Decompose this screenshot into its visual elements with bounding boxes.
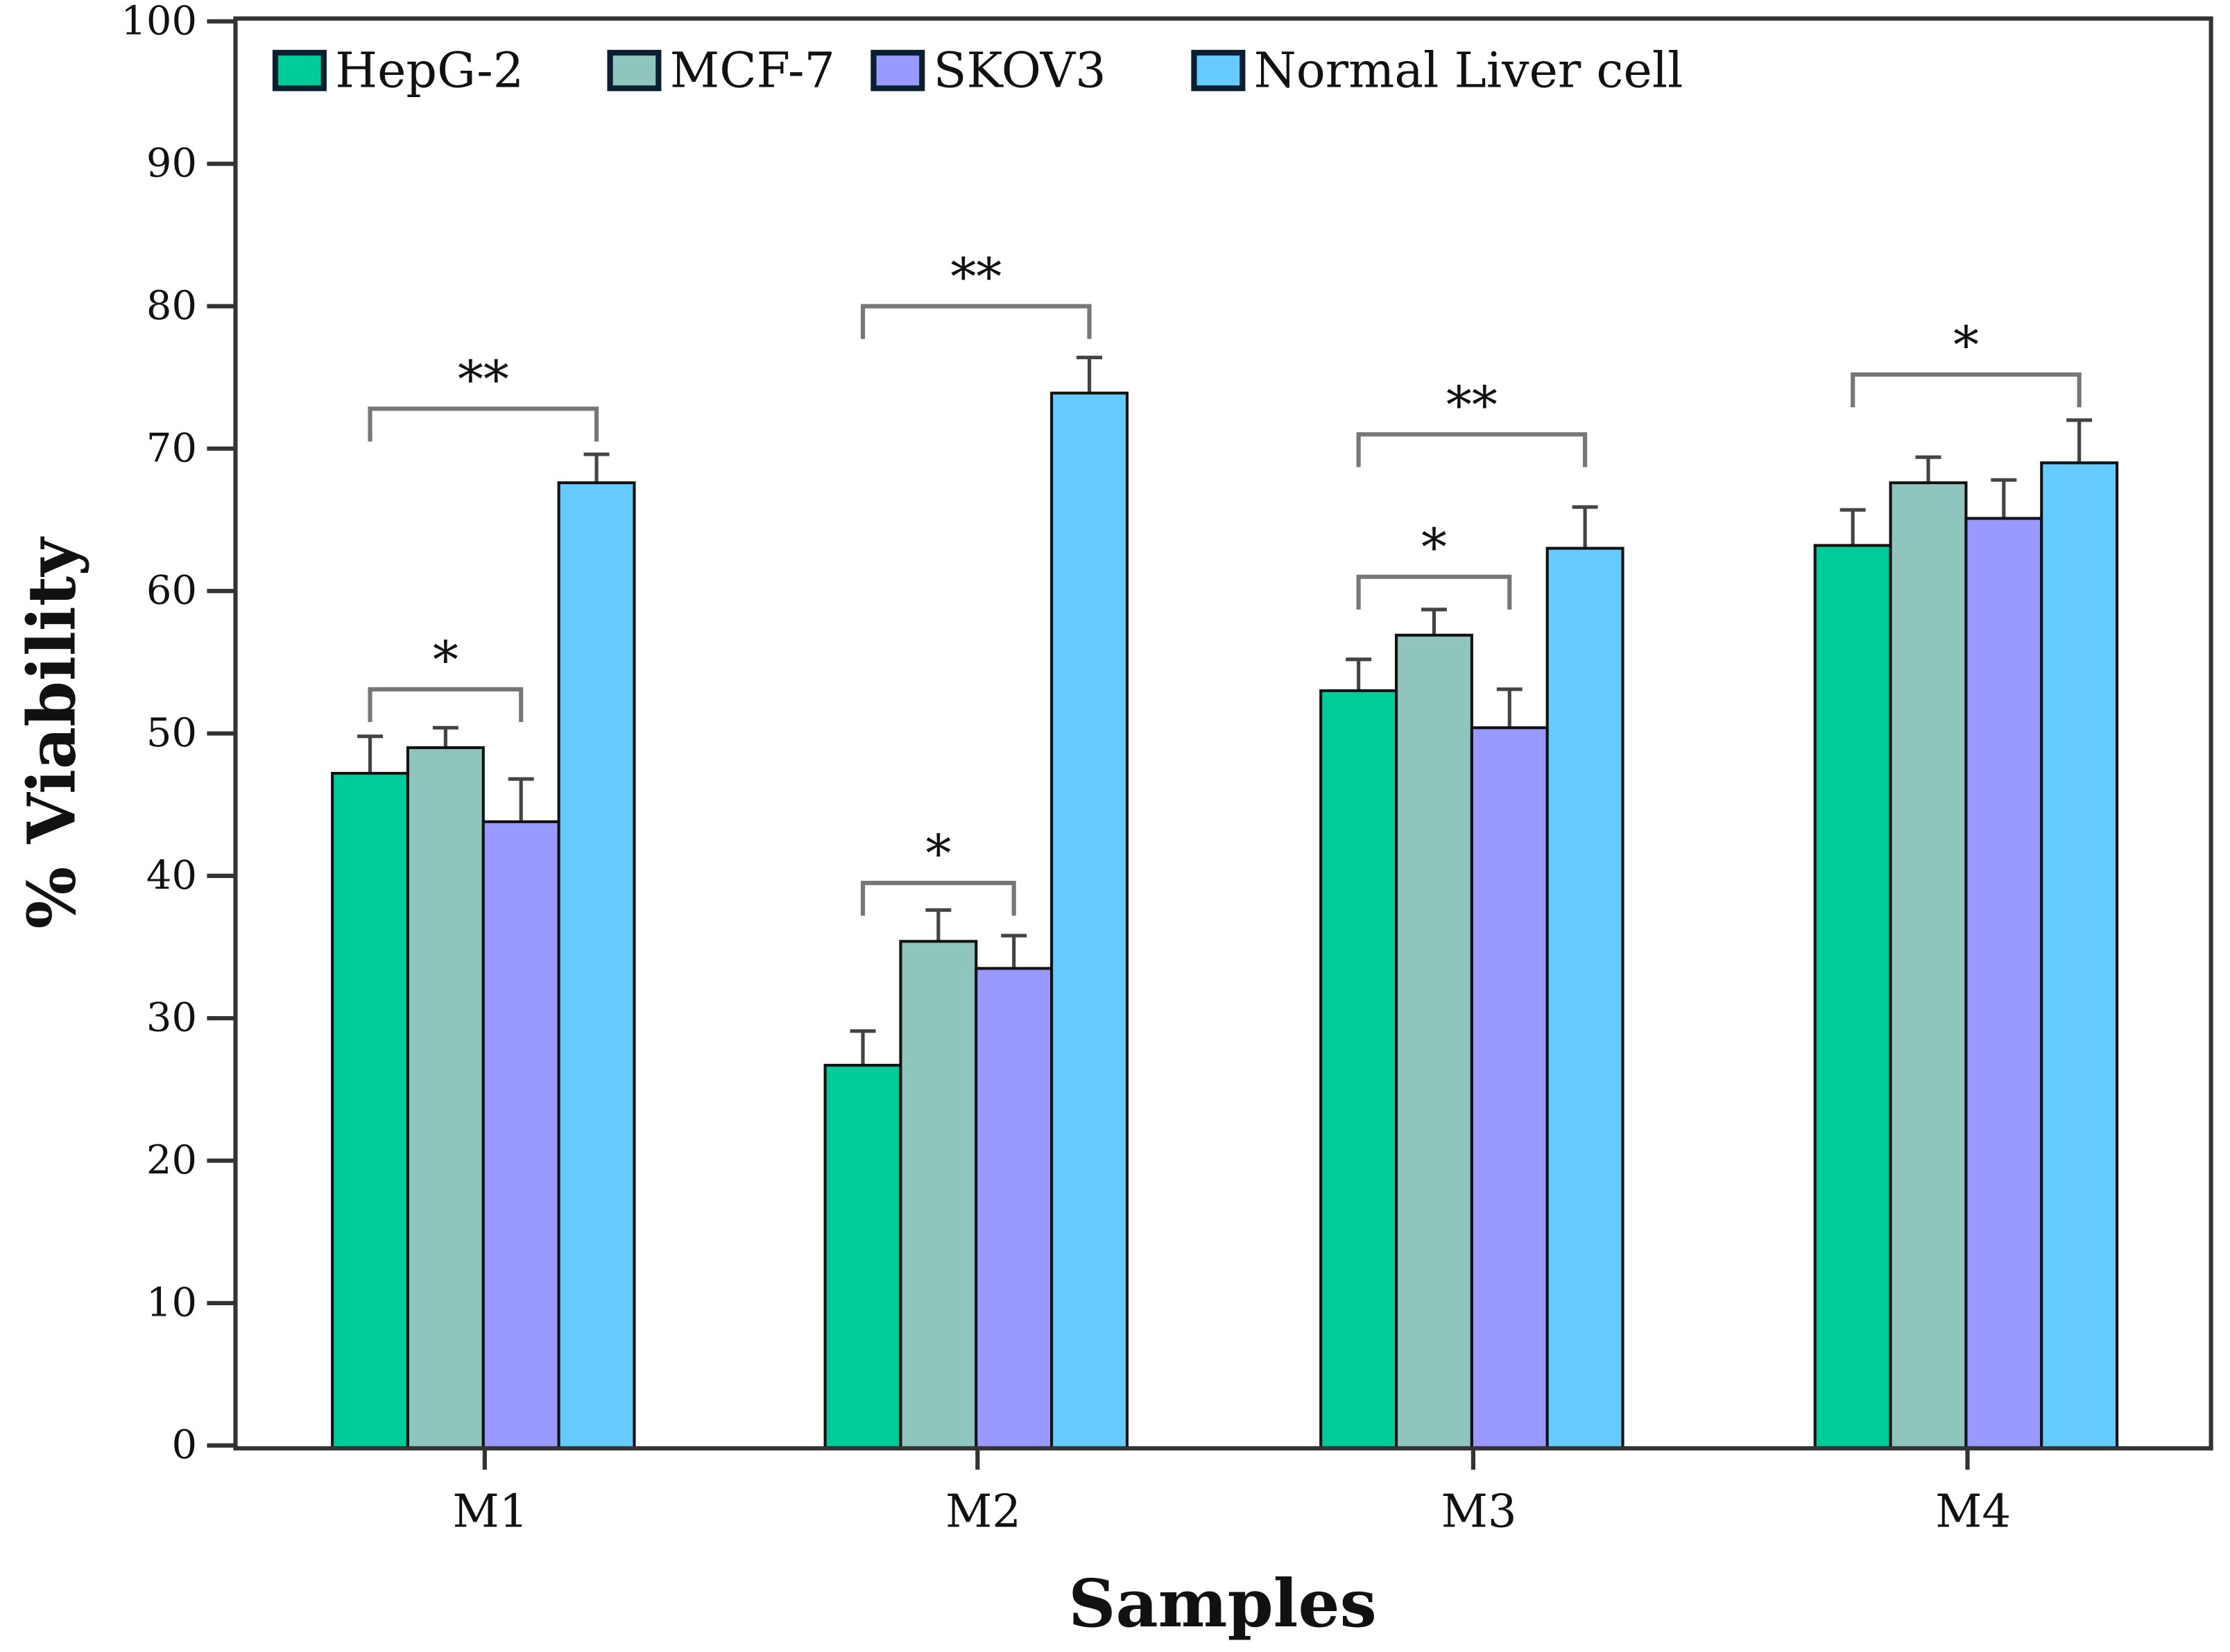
y-axis: 0 10 20 30 40 50 60 70 80 90 100	[121, 0, 236, 1468]
y-tick-label: 10	[146, 1279, 197, 1325]
bar-mcf-7-m4	[1889, 481, 1968, 1450]
significance-label: **	[1446, 376, 1498, 436]
significance-label: *	[433, 630, 458, 690]
significance-bracket	[368, 406, 599, 442]
bar-normal-liver-cell-m1	[557, 481, 636, 1450]
bar-skov3-m3	[1470, 726, 1549, 1450]
legend-item: HepG-2	[272, 42, 524, 98]
significance-bracket	[860, 304, 1092, 339]
legend-swatch	[607, 49, 662, 92]
bar-skov3-m1	[481, 820, 560, 1450]
legend-item: Normal Liver cell	[1191, 42, 1683, 98]
significance-bracket	[1356, 432, 1588, 467]
y-axis-label: % Viability	[13, 536, 90, 929]
y-tick-label: 30	[146, 995, 197, 1041]
significance-bracket	[368, 687, 524, 723]
bars	[331, 355, 2119, 1450]
plot-frame	[233, 16, 2213, 1451]
legend-item: SKOV3	[870, 42, 1106, 98]
significance-label: *	[1421, 518, 1447, 578]
legend-item: MCF-7	[607, 42, 835, 98]
significance-label: **	[458, 350, 509, 410]
legend-label: MCF-7	[670, 42, 835, 98]
y-tick-label: 70	[146, 424, 197, 471]
x-tick-label: M2	[945, 1485, 1021, 1538]
bar-skov3-m4	[1964, 517, 2043, 1450]
significance-label: *	[1953, 316, 1979, 376]
bar-normal-liver-cell-m2	[1050, 391, 1129, 1450]
x-tick-label: M1	[453, 1485, 529, 1538]
bar-normal-liver-cell-m3	[1545, 547, 1624, 1450]
x-tick-label: M4	[1935, 1485, 2011, 1538]
bar-hepg-2-m4	[1813, 544, 1892, 1450]
legend-swatch	[870, 49, 925, 92]
significance-bracket	[1356, 574, 1512, 610]
x-tick-label: M3	[1441, 1485, 1517, 1538]
y-tick-label: 40	[146, 852, 197, 898]
x-axis-label: Samples	[1068, 1565, 1376, 1642]
y-tick-label: 20	[146, 1137, 197, 1183]
y-tick-label: 100	[121, 0, 197, 44]
legend-label: HepG-2	[335, 42, 524, 98]
x-axis: M1 M2 M3 M4	[453, 1448, 2011, 1538]
legend: HepG-2 MCF-7 SKOV3 Normal Liver cell	[272, 42, 1683, 98]
bar-hepg-2-m3	[1319, 689, 1398, 1450]
legend-swatch	[1191, 49, 1246, 92]
legend-label: SKOV3	[934, 42, 1106, 98]
y-tick-label: 60	[146, 567, 197, 614]
significance-label: **	[950, 248, 1002, 307]
significance-label: *	[925, 825, 951, 884]
bar-mcf-7-m1	[406, 746, 485, 1450]
y-tick-label: 80	[146, 282, 197, 329]
significance-brackets: **********	[368, 248, 2082, 916]
significance-bracket	[860, 881, 1016, 916]
legend-label: Normal Liver cell	[1254, 42, 1683, 98]
y-tick-label: 50	[146, 709, 197, 756]
bar-mcf-7-m2	[899, 940, 978, 1450]
bar-hepg-2-m1	[331, 771, 410, 1450]
significance-bracket	[1851, 372, 2082, 408]
bar-hepg-2-m2	[823, 1063, 902, 1450]
bar-mcf-7-m3	[1395, 633, 1473, 1450]
y-tick-label: 90	[146, 140, 197, 187]
bar-normal-liver-cell-m4	[2040, 461, 2119, 1450]
y-tick-label: 0	[171, 1422, 197, 1468]
legend-swatch	[272, 49, 327, 92]
bar-skov3-m2	[975, 967, 1054, 1450]
